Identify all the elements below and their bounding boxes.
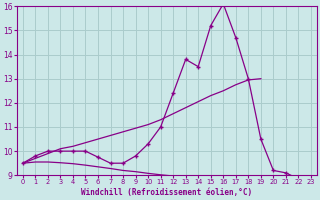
X-axis label: Windchill (Refroidissement éolien,°C): Windchill (Refroidissement éolien,°C) <box>81 188 252 197</box>
